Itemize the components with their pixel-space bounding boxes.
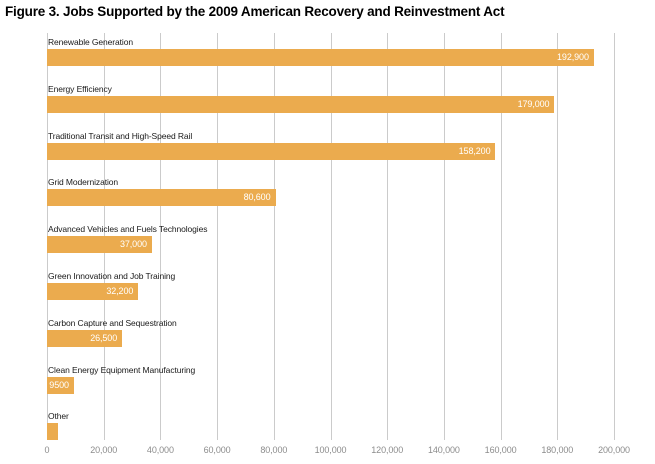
x-tick-label: 20,000 [90,445,118,455]
value-label: 179,000 [517,98,550,109]
x-tick-label: 40,000 [146,445,174,455]
value-label: 32,200 [106,286,134,296]
value-label: 26,500 [90,332,118,343]
chart-row: Traditional Transit and High-Speed Rail 1… [47,131,614,178]
bar: 158,200 [47,142,496,160]
bar-chart-plot-area: Renewable Generation 192,900 Energy Effici… [47,33,615,441]
gridline [500,33,502,440]
value-label: 9500 [49,379,69,390]
value-label: 158,200 [458,145,491,156]
category-label: Other [48,411,69,422]
x-axis: 0 20,000 40,000 60,000 80,000 100,000 120,000 1… [44,445,630,459]
x-tick-label: 180,000 [541,445,574,455]
bar: 9500 [47,376,74,394]
bar: 192,900 [47,49,594,66]
x-tick-label: 160,000 [484,445,517,455]
chart-row: Other [47,411,614,458]
figure-title: Figure 3. Jobs Supported by the 2009 Ame… [5,4,505,19]
value-label: 37,000 [119,239,147,250]
chart-row: Energy Efficiency 179,000 [47,84,614,131]
bar [47,423,59,441]
x-tick-label: 140,000 [427,445,460,455]
x-tick-label: 200,000 [598,445,630,455]
bar: 32,200 [47,283,139,300]
x-tick-label: 60,000 [203,445,231,455]
category-label: Grid Modernization [48,177,119,188]
gridline [614,33,615,440]
category-label: Clean Energy Equipment Manufacturing [48,364,196,375]
bar: 179,000 [47,95,555,113]
chart-row: Clean Energy Equipment Manufacturing 9500 [47,365,614,412]
gridline [557,33,559,440]
chart-row: Carbon Capture and Sequestration 26,500 [47,318,614,365]
gridline [387,33,389,440]
category-label: Renewable Generation [48,37,133,47]
category-label: Traditional Transit and High-Speed Rail [48,130,193,141]
gridline [443,33,445,440]
chart-row: Green Innovation and Job Training 32,200 [47,271,614,318]
category-label: Carbon Capture and Sequestration [48,317,177,328]
gridline [330,33,332,440]
x-tick-label: 120,000 [371,445,404,455]
chart-row: Renewable Generation 192,900 [47,37,614,84]
chart-row: Grid Modernization 80,600 [47,177,614,224]
value-label: 192,900 [557,52,589,62]
x-tick-label: 100,000 [314,445,347,455]
x-tick-label: 80,000 [260,445,288,455]
bar: 37,000 [47,236,152,254]
chart-row: Advanced Vehicles and Fuels Technologies… [47,224,614,271]
gridline [217,33,219,440]
category-label: Energy Efficiency [48,83,112,94]
category-label: Green Innovation and Job Training [48,271,176,281]
gridline [160,33,162,440]
x-tick-label: 0 [44,445,50,455]
gridline [273,33,275,440]
bar: 80,600 [47,189,276,207]
value-label: 80,600 [243,192,271,203]
category-label: Advanced Vehicles and Fuels Technologies [48,224,208,235]
bar: 26,500 [47,329,123,347]
